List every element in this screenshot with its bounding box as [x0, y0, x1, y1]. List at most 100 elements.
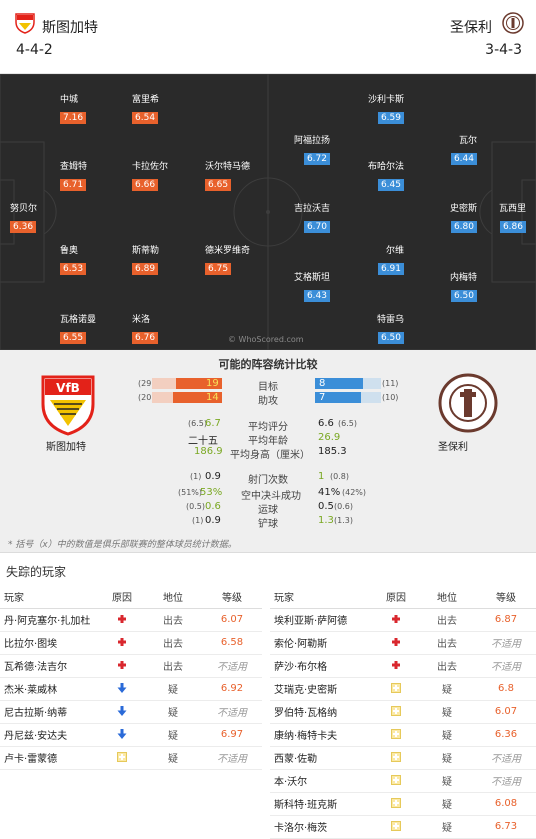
missing-player-row[interactable]: 埃利亚斯·萨阿德 出去 6.87 [270, 608, 536, 632]
watermark: © WhoScored.com [228, 335, 304, 344]
missing-player-row[interactable]: 卢卡·雷蒙德 疑不适用 [0, 746, 262, 770]
away-missing-table: 玩家 原因 地位 等级 埃利亚斯·萨阿德 出去 6.87 索伦·阿勒斯 出去 不适用 萨沙·… [270, 585, 536, 839]
missing-player-name[interactable]: 康纳·梅特卡夫 [270, 723, 374, 747]
away-formation: 3-4-3 [485, 42, 522, 58]
home-team-name[interactable]: 斯图加特 [42, 20, 98, 36]
st-pauli-large-crest-icon [438, 373, 498, 433]
home-player[interactable]: 查姆特 6.71 [60, 162, 88, 191]
away-player[interactable]: 艾格斯坦 6.43 [293, 273, 330, 302]
missing-player-name[interactable]: 本·沃尔 [270, 769, 374, 793]
player-rating: 6.76 [132, 332, 159, 344]
other-reason-icon [391, 706, 401, 716]
home-player[interactable]: 瓦格诺曼 6.55 [60, 315, 97, 344]
missing-player-row[interactable]: 萨沙·布尔格 出去 不适用 [270, 654, 536, 678]
missing-player-row[interactable]: 尼古拉斯·纳蒂 疑不适用 [0, 700, 262, 724]
missing-player-name[interactable]: 瓦希德·法吉尔 [0, 654, 100, 678]
missing-rating: 不适用 [202, 700, 262, 724]
missing-player-name[interactable]: 罗伯特·瓦格纳 [270, 700, 374, 724]
away-player[interactable]: 尔维 6.91 [344, 243, 404, 275]
missing-player-row[interactable]: 艾瑞克·史密斯 疑 6.8 [270, 677, 536, 701]
home-player[interactable]: 斯蒂勒 6.89 [132, 246, 160, 275]
arrow-down-icon [117, 706, 127, 716]
missing-rating: 6.08 [476, 792, 536, 816]
home-player[interactable]: 努贝尔 6.36 [10, 204, 38, 233]
other-reason-icon [391, 683, 401, 693]
away-team-name[interactable]: 圣保利 [450, 20, 492, 36]
away-player[interactable]: 沙利卡斯 6.59 [367, 95, 404, 124]
missing-player-row[interactable]: 西蒙·佐勒 疑不适用 [270, 746, 536, 770]
player-rating: 6.50 [377, 332, 404, 344]
away-player[interactable]: 瓦尔 6.44 [417, 133, 477, 165]
missing-player-row[interactable]: 卡洛尔·梅茨 疑 6.73 [270, 815, 536, 839]
home-player[interactable]: 米洛 6.76 [132, 312, 192, 344]
home-player[interactable]: 富里希 6.54 [132, 95, 160, 124]
away-player[interactable]: 阿福拉扬 6.72 [293, 136, 330, 165]
missing-player-name[interactable]: 丹尼兹·安达夫 [0, 723, 100, 747]
home-player[interactable]: 中城 7.16 [60, 92, 120, 124]
missing-player-row[interactable]: 康纳·梅特卡夫 疑 6.36 [270, 723, 536, 747]
away-player[interactable]: 史密斯 6.80 [449, 204, 477, 233]
player-rating: 6.43 [303, 290, 330, 302]
pitch: 中城 7.16 富里希 6.54 查姆特 6.71 卡拉佐尔 6.66 沃尔特马德 6.6… [0, 74, 536, 350]
other-reason-icon [391, 798, 401, 808]
away-player[interactable]: 内梅特 6.50 [449, 273, 477, 302]
missing-player-name[interactable]: 尼古拉斯·纳蒂 [0, 700, 100, 724]
missing-players-title: 失踪的玩家 [6, 565, 67, 579]
missing-player-name[interactable]: 艾瑞克·史密斯 [270, 677, 374, 701]
home-player[interactable]: 德米罗维奇 6.75 [205, 246, 251, 275]
missing-player-name[interactable]: 斯科特·班克斯 [270, 792, 374, 816]
missing-rating: 不适用 [476, 746, 536, 770]
missing-player-name[interactable]: 西蒙·佐勒 [270, 746, 374, 770]
assists-away-bar [315, 392, 381, 403]
missing-status: 疑 [144, 677, 202, 701]
missing-player-row[interactable]: 丹·阿克塞尔·扎加杜 出去 6.07 [0, 608, 262, 632]
home-player[interactable]: 鲁奥 6.53 [60, 243, 120, 275]
goals-home-bar [152, 378, 222, 389]
missing-reason [374, 700, 418, 724]
player-rating: 6.72 [303, 153, 330, 165]
missing-player-name[interactable]: 埃利亚斯·萨阿德 [270, 608, 374, 632]
missing-player-row[interactable]: 斯科特·班克斯 疑 6.08 [270, 792, 536, 816]
assists-label: 助攻 [258, 396, 278, 407]
home-player[interactable]: 卡拉佐尔 6.66 [132, 162, 169, 191]
missing-rating: 6.07 [476, 700, 536, 724]
missing-player-row[interactable]: 杰米·莱威林 疑 6.92 [0, 677, 262, 701]
home-player[interactable]: 沃尔特马德 6.65 [205, 162, 251, 191]
missing-status: 出去 [144, 631, 202, 655]
missing-player-name[interactable]: 比拉尔·图埃 [0, 631, 100, 655]
missing-player-name[interactable]: 萨沙·布尔格 [270, 654, 374, 678]
missing-reason [374, 677, 418, 701]
missing-player-name[interactable]: 卢卡·雷蒙德 [0, 746, 100, 770]
missing-player-name[interactable]: 索伦·阿勒斯 [270, 631, 374, 655]
missing-player-row[interactable]: 比拉尔·图埃 出去 6.58 [0, 631, 262, 655]
assists-home-value: 14 [206, 392, 219, 403]
pitch-lines [0, 74, 536, 350]
away-player[interactable]: 特雷乌 6.50 [376, 315, 404, 344]
missing-status: 疑 [418, 677, 476, 701]
missing-status: 疑 [418, 700, 476, 724]
missing-player-row[interactable]: 本·沃尔 疑不适用 [270, 769, 536, 793]
missing-rating: 6.07 [202, 608, 262, 632]
missing-player-row[interactable]: 索伦·阿勒斯 出去 不适用 [270, 631, 536, 655]
missing-player-name[interactable]: 丹·阿克塞尔·扎加杜 [0, 608, 100, 632]
missing-status: 疑 [144, 723, 202, 747]
missing-player-row[interactable]: 丹尼兹·安达夫 疑 6.97 [0, 723, 262, 747]
other-reason-icon [391, 752, 401, 762]
player-rating: 6.45 [377, 179, 404, 191]
missing-status: 出去 [144, 654, 202, 678]
missing-player-row[interactable]: 瓦希德·法吉尔 出去 不适用 [0, 654, 262, 678]
away-player[interactable]: 瓦西里 6.86 [498, 204, 526, 233]
missing-player-row[interactable]: 罗伯特·瓦格纳 疑 6.07 [270, 700, 536, 724]
missing-rating: 不适用 [476, 654, 536, 678]
missing-rating: 6.58 [202, 631, 262, 655]
player-rating: 6.50 [450, 290, 477, 302]
away-player[interactable]: 吉拉沃吉 6.70 [293, 204, 330, 233]
missing-status: 出去 [418, 654, 476, 678]
missing-reason [374, 723, 418, 747]
missing-player-name[interactable]: 卡洛尔·梅茨 [270, 815, 374, 839]
missing-player-name[interactable]: 杰米·莱威林 [0, 677, 100, 701]
missing-status: 出去 [418, 608, 476, 632]
away-player[interactable]: 布哈尔法 6.45 [367, 162, 404, 191]
other-reason-icon [117, 752, 127, 762]
